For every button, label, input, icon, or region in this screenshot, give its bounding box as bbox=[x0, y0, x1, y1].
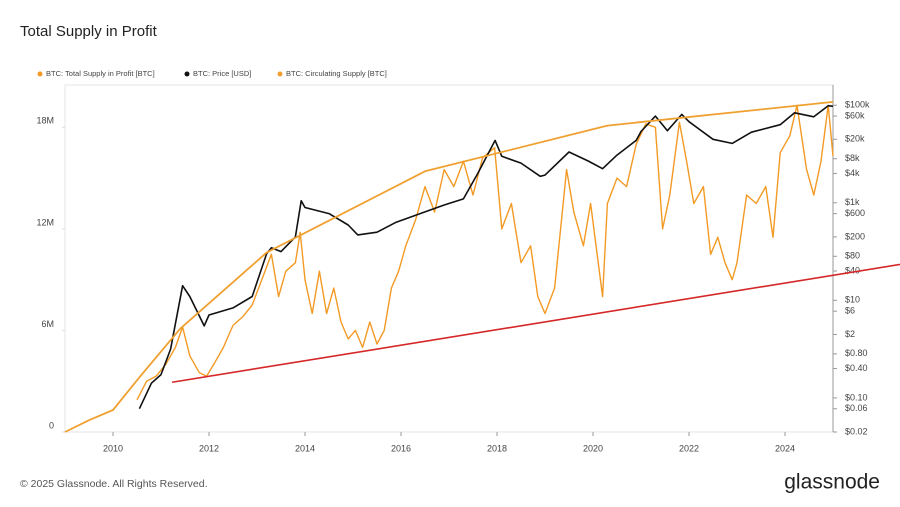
y2-tick-label: $8k bbox=[845, 153, 860, 163]
y2-tick-label: $600 bbox=[845, 208, 865, 218]
y-tick-label: 18M bbox=[36, 116, 54, 126]
legend-label: BTC: Total Supply in Profit [BTC] bbox=[46, 69, 155, 78]
trend-line bbox=[171, 263, 900, 384]
series-line bbox=[136, 104, 834, 401]
legend-marker bbox=[184, 71, 190, 77]
legend-label: BTC: Price [USD] bbox=[193, 69, 251, 78]
series-line bbox=[64, 101, 834, 433]
y2-tick-label: $0.10 bbox=[845, 392, 868, 402]
y2-tick-label: $10 bbox=[845, 295, 860, 305]
x-tick-label: 2012 bbox=[199, 443, 219, 453]
x-tick-label: 2020 bbox=[583, 443, 603, 453]
y2-tick-label: $20k bbox=[845, 134, 865, 144]
y2-tick-label: $60k bbox=[845, 110, 865, 120]
y2-tick-label: $0.06 bbox=[845, 403, 868, 413]
series-line bbox=[138, 104, 834, 410]
x-tick-label: 2014 bbox=[295, 443, 315, 453]
y2-tick-label: $40 bbox=[845, 265, 860, 275]
y2-tick-label: $4k bbox=[845, 168, 860, 178]
plot-frame bbox=[64, 84, 834, 433]
x-tick-label: 2018 bbox=[487, 443, 507, 453]
x-tick-label: 2010 bbox=[103, 443, 123, 453]
y2-tick-label: $0.80 bbox=[845, 348, 868, 358]
y2-tick-label: $1k bbox=[845, 197, 860, 207]
footer: © 2025 Glassnode. All Rights Reserved. bbox=[20, 478, 208, 490]
y2-tick-label: $100k bbox=[845, 100, 870, 110]
y-tick-label: 6M bbox=[41, 319, 54, 329]
chart-title: Total Supply in Profit bbox=[20, 23, 158, 40]
y-tick-label: 0 bbox=[49, 420, 54, 430]
legend-label: BTC: Circulating Supply [BTC] bbox=[286, 69, 387, 78]
y2-tick-label: $200 bbox=[845, 231, 865, 241]
x-tick-label: 2016 bbox=[391, 443, 411, 453]
y2-tick-label: $0.02 bbox=[845, 426, 868, 436]
brand-logo: glassnode bbox=[784, 471, 880, 494]
x-tick-label: 2024 bbox=[775, 443, 795, 453]
y2-tick-label: $0.40 bbox=[845, 363, 868, 373]
legend-marker bbox=[277, 71, 283, 77]
y2-tick-label: $80 bbox=[845, 251, 860, 261]
y2-tick-label: $6 bbox=[845, 306, 855, 316]
y2-tick-label: $2 bbox=[845, 329, 855, 339]
legend-marker bbox=[37, 71, 43, 77]
x-tick-label: 2022 bbox=[679, 443, 699, 453]
y-tick-label: 12M bbox=[36, 217, 54, 227]
